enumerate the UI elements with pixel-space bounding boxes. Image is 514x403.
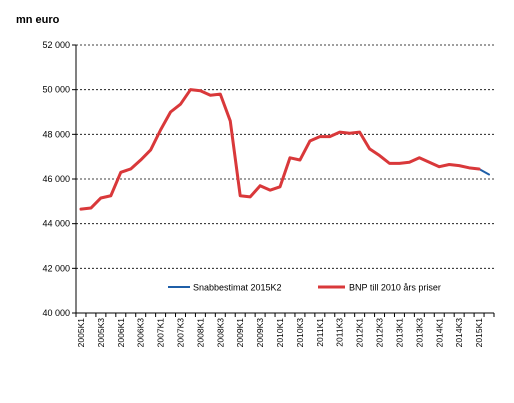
x-tick-label: 2012K3 — [375, 318, 385, 348]
x-tick-labels: 2005K1 2005K3 2006K1 2006K3 2007K1 2007K3 2008… — [76, 318, 484, 348]
y-tick-label: 52 000 — [42, 40, 70, 50]
x-tick-label: 2009K3 — [255, 318, 265, 348]
x-tick-label: 2005K3 — [96, 318, 106, 348]
y-axis-unit-label: mn euro — [16, 14, 60, 26]
x-tick-label: 2011K3 — [335, 318, 345, 347]
x-tick-label: 2006K3 — [136, 318, 146, 348]
x-tick-label: 2010K3 — [295, 318, 305, 348]
x-tick-label: 2012K1 — [355, 318, 365, 348]
y-tick-labels: 40 000 42 000 44 000 46 000 48 000 50 000 52 0… — [42, 40, 70, 318]
x-tick-label: 2011K1 — [315, 318, 325, 347]
legend-label: BNP till 2010 års priser — [349, 283, 441, 293]
y-tick-label: 48 000 — [42, 129, 70, 139]
x-tick-label: 2010K1 — [275, 318, 285, 348]
x-tick-label: 2009K1 — [235, 318, 245, 348]
series-line — [478, 167, 491, 176]
legend-label: Snabbestimat 2015K2 — [193, 283, 282, 293]
x-tick-label: 2014K3 — [454, 318, 464, 348]
x-tick-label: 2005K1 — [76, 318, 86, 348]
x-tick-label: 2014K1 — [434, 318, 444, 348]
series-line — [79, 88, 481, 211]
series-lines — [79, 88, 491, 211]
y-tick-label: 50 000 — [42, 85, 70, 95]
y-tick-label: 40 000 — [42, 308, 70, 318]
x-tick-label: 2007K3 — [176, 318, 186, 348]
x-tick-label: 2015K1 — [474, 318, 484, 348]
y-tick-label: 46 000 — [42, 174, 70, 184]
y-tick-label: 44 000 — [42, 219, 70, 229]
grid-lines — [76, 44, 494, 269]
x-tick-label: 2013K1 — [394, 318, 404, 348]
legend: Snabbestimat 2015K2 BNP till 2010 års pri… — [168, 283, 441, 293]
x-tick-label: 2008K3 — [215, 318, 225, 348]
y-tick-label: 42 000 — [42, 263, 70, 273]
x-tick-label: 2007K1 — [156, 318, 166, 348]
x-tick-label: 2006K1 — [116, 318, 126, 348]
x-tick-label: 2013K3 — [414, 318, 424, 348]
x-tick-label: 2008K1 — [195, 318, 205, 348]
axes — [72, 44, 495, 317]
